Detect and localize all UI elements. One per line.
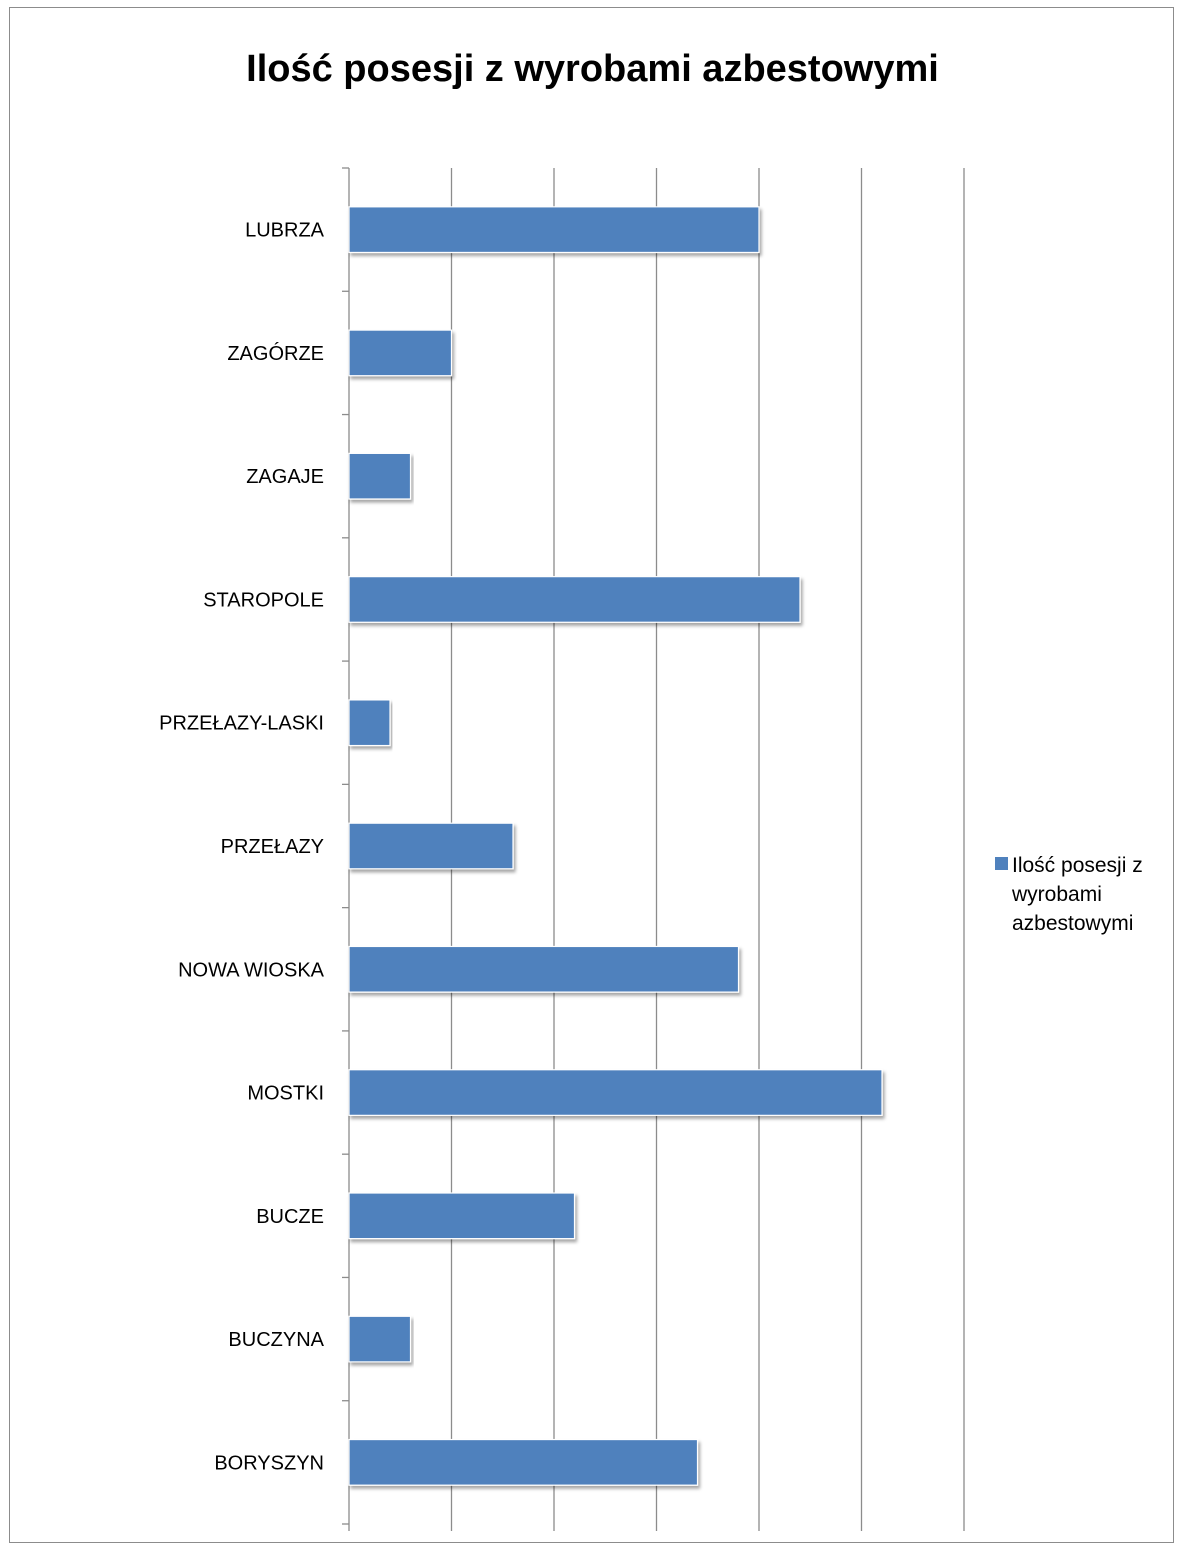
bar — [348, 1069, 883, 1116]
x-tick-label: 5 — [446, 1541, 457, 1544]
x-tick-label: 10 — [543, 1541, 565, 1544]
category-label: PRZEŁAZY — [221, 836, 324, 858]
legend-label: Ilość posesji z wyrobami azbestowymi — [1012, 854, 1143, 935]
category-label: LUBRZA — [245, 220, 325, 242]
bar — [348, 1438, 699, 1486]
category-label: BUCZE — [256, 1206, 324, 1228]
category-label: BUCZYNA — [228, 1329, 324, 1351]
bar — [348, 452, 412, 500]
chart-title: Ilość posesji z wyrobami azbestowymi — [246, 48, 939, 90]
chart-plot: 0 5 10 15 20 25 30 LUBRZA ZAGÓRZE ZAGAJE STAROPOLE… — [159, 167, 975, 1544]
chart-frame: Ilość posesji z wyrobami azbestowymi 0 5 1… — [9, 7, 1174, 1544]
bar — [348, 206, 760, 254]
x-tick-label: 20 — [748, 1541, 770, 1544]
legend-swatch — [995, 857, 1008, 870]
category-label: MOSTKI — [247, 1083, 324, 1105]
category-label: BORYSZYN — [214, 1452, 324, 1474]
x-tick-label: 15 — [645, 1541, 667, 1544]
x-tick-label: 0 — [343, 1541, 354, 1544]
bar — [348, 576, 801, 623]
x-tick-label: 25 — [850, 1541, 872, 1544]
bar — [348, 1192, 576, 1240]
category-label: ZAGAJE — [246, 466, 324, 488]
category-label: NOWA WIOSKA — [178, 959, 325, 981]
bar — [348, 945, 740, 993]
bar — [348, 1315, 412, 1363]
bar — [348, 329, 453, 377]
x-tick-label: 30 — [953, 1541, 975, 1544]
legend: Ilość posesji z wyrobami azbestowymi — [995, 851, 1182, 938]
bar — [348, 822, 514, 870]
category-label: STAROPOLE — [203, 589, 324, 611]
bar — [348, 699, 391, 747]
category-label: PRZEŁAZY-LASKI — [159, 713, 324, 735]
category-label: ZAGÓRZE — [227, 342, 324, 365]
